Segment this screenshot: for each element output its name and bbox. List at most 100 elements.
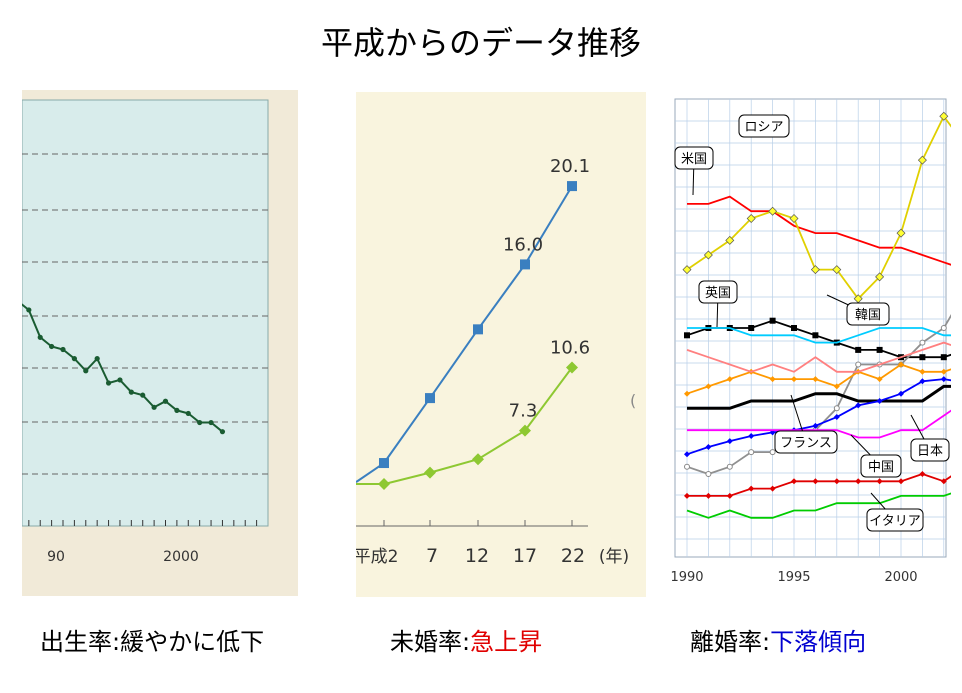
data-point — [791, 325, 797, 331]
caption-divorce: 離婚率:下落傾向 — [690, 622, 866, 657]
data-point — [789, 214, 799, 223]
data-point — [94, 356, 100, 362]
data-point — [725, 235, 735, 245]
data-point — [208, 419, 214, 426]
data-point-square — [473, 324, 483, 335]
x-tick-label: 平成2 — [356, 547, 398, 567]
data-point — [898, 478, 904, 485]
series-line — [687, 195, 951, 266]
data-point — [705, 383, 712, 390]
data-point — [60, 346, 66, 353]
data-point — [940, 325, 947, 331]
data-point — [876, 398, 883, 404]
data-point — [855, 478, 862, 485]
data-point — [939, 111, 949, 121]
data-point — [684, 451, 690, 458]
data-point — [162, 398, 169, 404]
data-point — [174, 407, 180, 413]
data-point — [919, 378, 926, 385]
series-label: イタリア — [869, 514, 920, 529]
data-point — [769, 449, 776, 456]
unmarried-rate-chart: 16.0 20.1 7.3 10.6 ( 平成2 7 12 17 22 (年) — [356, 92, 646, 597]
caption-separator: : — [112, 628, 121, 656]
data-point — [791, 478, 797, 485]
series-line — [686, 114, 951, 301]
data-point — [812, 478, 819, 485]
data-point — [682, 265, 692, 275]
x-tick-label: 1995 — [777, 570, 810, 585]
data-point — [833, 414, 840, 421]
data-point-square — [520, 259, 530, 270]
data-label: 10.6 — [550, 338, 590, 359]
data-point — [37, 334, 43, 340]
series-label: 韓国 — [855, 308, 881, 323]
data-point — [812, 332, 819, 339]
x-tick-label: 90 — [47, 549, 65, 565]
series-line — [383, 366, 573, 486]
x-tick-label: 2000 — [163, 549, 199, 565]
data-label: 20.1 — [550, 156, 590, 177]
data-point — [833, 478, 840, 485]
x-tick-label: 22 — [561, 545, 585, 567]
data-point — [769, 317, 776, 324]
callout-box — [698, 280, 738, 304]
x-tick-label: 12 — [465, 545, 489, 567]
data-point — [684, 390, 690, 397]
callout-box — [738, 114, 790, 138]
x-tick-label: 1990 — [671, 570, 704, 585]
caption-separator: : — [762, 628, 771, 656]
caption-separator: : — [462, 628, 471, 656]
data-label: 7.3 — [509, 401, 538, 422]
page-title: 平成からのデータ推移 — [320, 24, 641, 62]
caption-label: 出生率 — [40, 628, 112, 656]
data-point — [726, 463, 733, 470]
data-point — [769, 376, 776, 383]
data-point — [748, 449, 755, 456]
data-point — [832, 265, 842, 275]
series-line — [686, 341, 951, 373]
data-point-square — [425, 393, 435, 404]
data-point — [185, 410, 191, 417]
caption-label: 離婚率 — [690, 628, 762, 656]
clipped-text-fragment: ( — [630, 391, 636, 410]
callout-box — [774, 430, 838, 454]
birth-rate-svg: 90 2000 — [22, 99, 269, 565]
data-point — [705, 471, 712, 477]
data-point — [151, 404, 157, 410]
callout-box — [860, 454, 902, 478]
series-line — [687, 327, 951, 344]
data-point — [71, 356, 77, 362]
data-point — [855, 361, 862, 368]
data-point — [726, 438, 733, 445]
x-tick-label: 17 — [513, 545, 537, 567]
data-point — [898, 390, 904, 397]
data-point — [705, 443, 712, 450]
data-point — [876, 376, 883, 383]
data-point — [726, 376, 733, 383]
data-point — [726, 492, 733, 499]
series-label: 中国 — [868, 460, 894, 475]
plot-area — [22, 99, 269, 527]
data-point-diamond — [472, 453, 484, 466]
data-point — [705, 492, 712, 499]
series-line — [686, 363, 951, 395]
data-point — [810, 265, 820, 275]
data-point — [769, 485, 776, 492]
data-point — [49, 343, 55, 350]
caption-label: 未婚率 — [390, 628, 462, 656]
data-point — [684, 492, 690, 499]
data-point — [919, 354, 926, 361]
data-point — [748, 485, 755, 492]
data-point — [128, 389, 134, 395]
data-point — [896, 228, 906, 238]
birth-rate-chart: 90 2000 — [22, 90, 298, 596]
data-point — [812, 422, 819, 429]
callout-box — [866, 508, 924, 532]
data-point — [940, 478, 947, 485]
x-tick-label: 2000 — [884, 570, 917, 585]
data-point — [83, 368, 89, 374]
data-point — [919, 339, 926, 346]
x-tick-label: 7 — [426, 545, 438, 567]
data-point — [875, 272, 885, 282]
